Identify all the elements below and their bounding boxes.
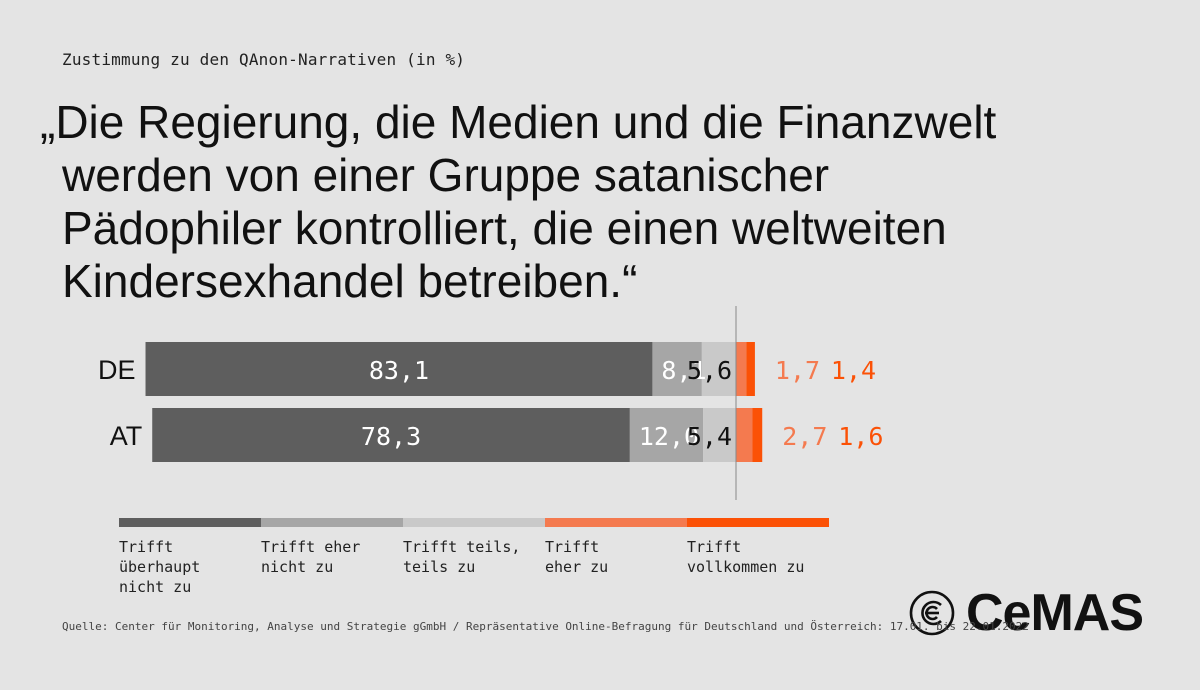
legend-item-5: Trifft vollkommen zu	[687, 518, 829, 577]
chart-legend: Trifft überhaupt nicht zu Trifft eher ni…	[119, 518, 829, 598]
chart-subtitle: Zustimmung zu den QAnon-Narrativen (in %…	[62, 50, 466, 69]
bar-at-series-1	[152, 408, 630, 462]
legend-label-4: Trifft eher zu	[545, 538, 609, 576]
title-line-1: „Die Regierung, die Medien und die Finan…	[40, 96, 997, 148]
chart-title: „Die Regierung, die Medien und die Finan…	[40, 96, 1160, 308]
data-label-at-2: 12,0	[639, 422, 699, 451]
data-label-at-1: 78,3	[361, 422, 421, 451]
legend-swatch-5	[687, 518, 829, 527]
legend-label-5: Trifft vollkommen zu	[687, 538, 805, 576]
data-label-de-2: 8,1	[661, 356, 706, 385]
category-label-at: AT	[110, 421, 143, 451]
legend-label-2: Trifft eher nicht zu	[261, 538, 361, 576]
category-label-de: DE	[98, 355, 136, 385]
cemas-logo-icon	[909, 590, 955, 636]
legend-item-2: Trifft eher nicht zu	[261, 518, 403, 577]
data-label-de-1: 83,1	[369, 356, 429, 385]
data-label-at-3: 5,4	[687, 422, 732, 451]
data-label-at-5: 1,6	[838, 422, 883, 451]
legend-swatch-4	[545, 518, 687, 527]
bar-de-series-4	[736, 342, 747, 396]
title-line-2: werden von einer Gruppe satanischer	[62, 149, 830, 201]
legend-item-1: Trifft überhaupt nicht zu	[119, 518, 261, 597]
bar-at-series-3	[703, 408, 736, 462]
bar-de-series-1	[145, 342, 653, 396]
data-label-de-4: 1,7	[775, 356, 820, 385]
bar-at-series-5	[752, 408, 763, 462]
cemas-logo-text: CeMAS	[966, 584, 1144, 642]
legend-label-3: Trifft teils, teils zu	[403, 538, 521, 576]
stacked-bar-chart: DE 83,1 8,15,6 1,7 1,4 AT 78,3 12,05,4 2,7 1,6	[98, 306, 883, 500]
bar-at-series-2	[629, 408, 704, 462]
legend-item-3: Trifft teils, teils zu	[403, 518, 545, 577]
title-line-4: Kindersexhandel betreiben.“	[62, 255, 638, 307]
legend-item-4: Trifft eher zu	[545, 518, 687, 577]
bar-at-series-4	[736, 408, 753, 462]
bar-de-series-2	[652, 342, 702, 396]
title-line-3: Pädophiler kontrolliert, die einen weltw…	[62, 202, 947, 254]
data-label-de-3: 5,6	[687, 356, 732, 385]
cemas-logo: CeMAS	[908, 583, 1144, 643]
legend-label-1: Trifft überhaupt nicht zu	[119, 538, 201, 596]
source-note: Quelle: Center für Monitoring, Analyse u…	[62, 620, 1029, 633]
data-label-at-4: 2,7	[782, 422, 827, 451]
legend-swatch-1	[119, 518, 261, 527]
legend-swatch-3	[403, 518, 545, 527]
data-label-de-5: 1,4	[831, 356, 876, 385]
legend-swatch-2	[261, 518, 403, 527]
bar-de-series-5	[746, 342, 755, 396]
bar-de-series-3	[701, 342, 736, 396]
